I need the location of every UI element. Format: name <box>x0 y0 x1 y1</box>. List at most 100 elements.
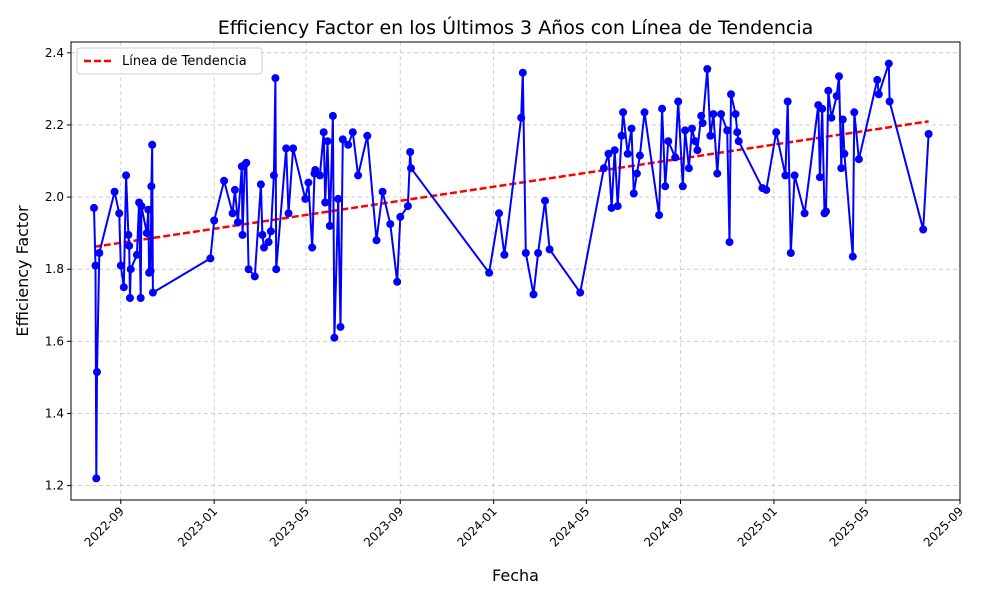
data-point <box>90 203 98 212</box>
data-point <box>266 227 275 236</box>
data-point <box>709 110 718 119</box>
data-point <box>521 249 530 257</box>
data-point <box>244 265 253 274</box>
data-point <box>619 108 628 117</box>
data-point <box>132 250 141 259</box>
data-point <box>725 238 734 247</box>
data-point <box>485 268 494 277</box>
data-point <box>238 230 247 239</box>
data-point <box>110 187 119 196</box>
y-axis-label: Efficiency Factor <box>13 205 32 337</box>
data-point <box>119 283 128 292</box>
data-point <box>233 218 242 227</box>
data-point <box>315 171 324 180</box>
data-point <box>220 176 229 185</box>
data-point <box>122 171 131 180</box>
data-point <box>731 110 740 119</box>
data-point <box>924 130 933 138</box>
data-point <box>688 124 696 133</box>
data-point <box>827 113 836 122</box>
data-point <box>691 137 700 146</box>
data-point <box>762 185 771 194</box>
data-point <box>210 216 219 225</box>
data-point <box>319 128 328 137</box>
y-tick-label: 2.4 <box>45 46 64 60</box>
data-point <box>136 294 145 302</box>
data-point <box>655 211 664 220</box>
data-point <box>124 230 133 239</box>
data-point <box>144 205 153 214</box>
data-point <box>840 149 849 158</box>
data-point <box>727 90 735 99</box>
data-point <box>529 290 538 299</box>
data-point <box>541 196 549 205</box>
data-point <box>733 128 742 137</box>
data-point <box>338 135 347 144</box>
data-point <box>717 110 726 119</box>
data-point <box>230 185 239 194</box>
data-point <box>354 171 363 180</box>
data-point <box>147 182 156 191</box>
data-point <box>242 158 251 167</box>
data-point <box>146 267 155 275</box>
chart-title: Efficiency Factor en los Últimos 3 Años … <box>218 15 814 39</box>
data-point <box>228 209 237 218</box>
data-point <box>336 322 345 331</box>
data-point <box>783 97 792 106</box>
data-point <box>734 137 743 146</box>
data-point <box>363 131 372 140</box>
y-tick-label: 1.8 <box>45 262 64 276</box>
data-point <box>126 294 134 302</box>
data-point <box>623 149 632 158</box>
data-point <box>790 171 799 180</box>
data-point <box>617 131 626 140</box>
data-point <box>372 236 381 245</box>
data-point <box>517 113 526 122</box>
data-point <box>330 333 339 342</box>
series-layer <box>90 59 933 483</box>
data-point <box>282 144 291 153</box>
data-point <box>148 140 157 149</box>
data-point <box>838 115 847 124</box>
data-point <box>824 86 833 95</box>
data-point <box>678 182 687 191</box>
data-point <box>386 220 395 229</box>
data-point <box>206 254 215 263</box>
data-point <box>693 146 702 155</box>
data-point <box>321 198 330 207</box>
data-point <box>604 149 613 158</box>
legend-trend-label: Línea de Tendencia <box>122 54 247 69</box>
data-point <box>495 209 503 218</box>
data-point <box>148 288 157 297</box>
data-point <box>264 238 273 247</box>
y-tick-label: 1.6 <box>45 334 64 348</box>
data-point <box>632 169 641 178</box>
data-point <box>92 474 101 483</box>
data-point <box>822 207 830 216</box>
data-point <box>786 249 795 257</box>
data-point <box>272 265 281 274</box>
data-point <box>610 146 619 155</box>
y-tick-label: 2.0 <box>45 190 64 204</box>
data-point <box>874 90 883 99</box>
data-point <box>137 202 146 211</box>
data-point <box>854 155 863 164</box>
data-point <box>703 65 712 73</box>
data-point <box>116 261 125 270</box>
data-point <box>815 173 824 182</box>
data-point <box>328 111 337 120</box>
data-point <box>781 171 790 180</box>
data-point <box>629 189 638 198</box>
data-point <box>260 243 268 252</box>
data-point <box>599 164 608 173</box>
data-point <box>848 252 857 261</box>
data-point <box>271 74 280 83</box>
data-point <box>378 187 387 196</box>
data-point <box>671 153 680 162</box>
data-point <box>613 202 622 211</box>
data-point <box>607 203 616 212</box>
data-point <box>258 230 267 239</box>
data-point <box>713 169 722 178</box>
data-point <box>627 124 636 133</box>
